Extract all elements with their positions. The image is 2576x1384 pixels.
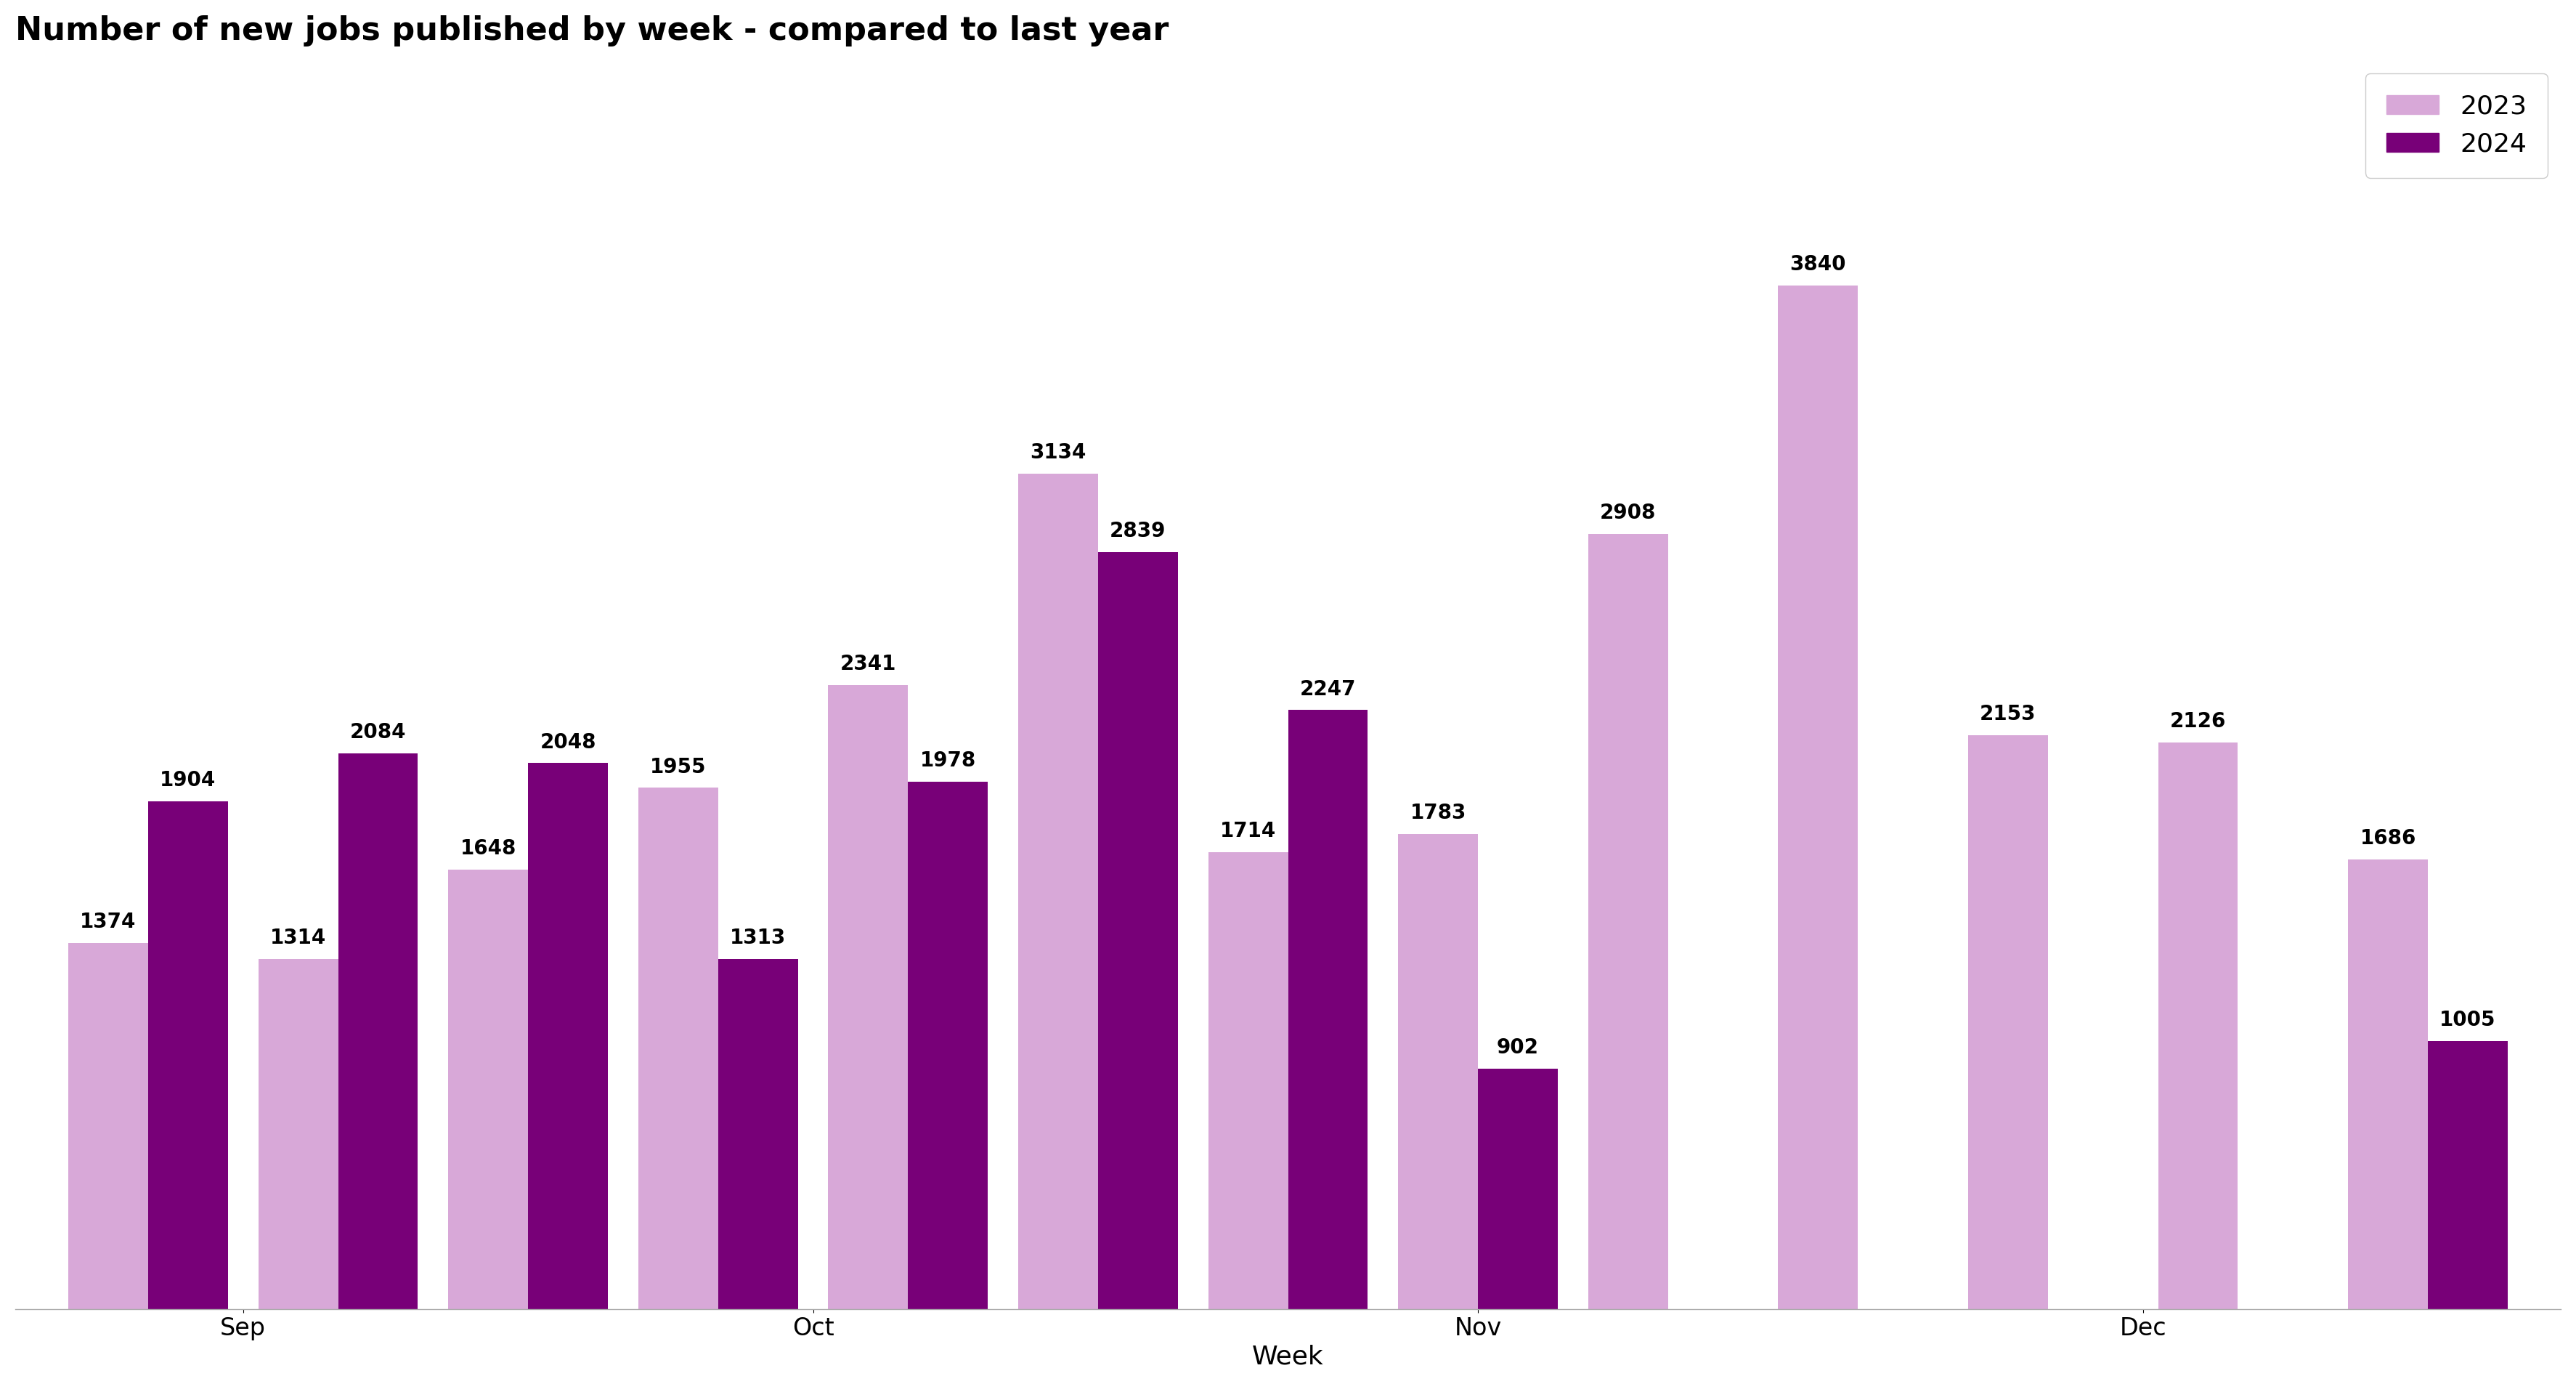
Bar [2159,742,2239,1309]
Text: 1714: 1714 [1221,821,1275,841]
Legend: 2023, 2024: 2023, 2024 [2365,73,2548,177]
Text: 1313: 1313 [729,929,786,948]
Text: 902: 902 [1497,1038,1538,1057]
Bar [719,959,799,1309]
Bar [829,685,907,1309]
Bar [70,943,147,1309]
Bar [1968,735,2048,1309]
Text: 2839: 2839 [1110,522,1167,541]
Bar [907,782,987,1309]
Bar [258,959,337,1309]
Bar [528,763,608,1309]
Text: 1783: 1783 [1409,803,1466,823]
Bar [639,787,719,1309]
Bar [1208,853,1288,1309]
Text: 1978: 1978 [920,750,976,771]
Bar [1097,552,1177,1309]
Bar [2429,1041,2506,1309]
Bar [1288,710,1368,1309]
Text: 1648: 1648 [461,839,515,859]
Bar [1399,833,1479,1309]
Bar [337,753,417,1309]
Text: 1005: 1005 [2439,1010,2496,1031]
Text: Number of new jobs published by week - compared to last year: Number of new jobs published by week - c… [15,15,1170,47]
Bar [448,869,528,1309]
Text: 1374: 1374 [80,912,137,931]
X-axis label: Week: Week [1252,1344,1324,1369]
Text: 2908: 2908 [1600,502,1656,523]
Text: 2084: 2084 [350,722,407,743]
Text: 1955: 1955 [649,757,706,778]
Bar [1018,473,1097,1309]
Text: 2341: 2341 [840,653,896,674]
Text: 2126: 2126 [2169,711,2226,732]
Bar [1777,285,1857,1309]
Text: 1904: 1904 [160,771,216,790]
Bar [147,801,227,1309]
Text: 3840: 3840 [1790,255,1847,274]
Bar [2349,859,2429,1309]
Text: 2153: 2153 [1981,704,2035,724]
Text: 2247: 2247 [1301,680,1355,699]
Bar [1589,534,1669,1309]
Text: 1314: 1314 [270,927,327,948]
Text: 2048: 2048 [541,732,595,753]
Text: 1686: 1686 [2360,829,2416,848]
Text: 3134: 3134 [1030,443,1087,462]
Bar [1479,1068,1558,1309]
